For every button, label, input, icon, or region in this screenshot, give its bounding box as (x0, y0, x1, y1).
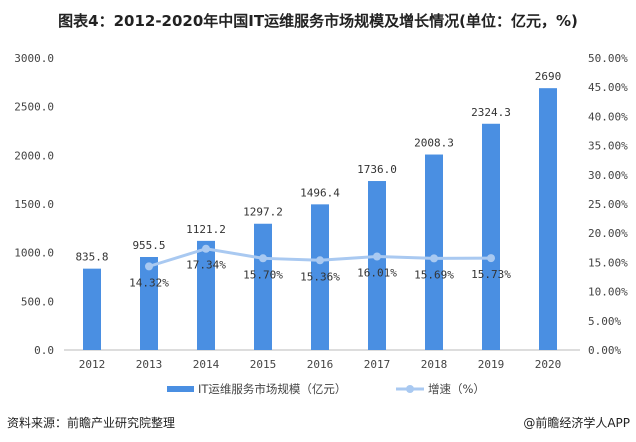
growth-point (202, 244, 210, 253)
right-axis-tick: 20.00% (588, 227, 628, 240)
left-axis-tick: 500.0 (21, 295, 54, 308)
legend-bar-swatch (167, 386, 194, 392)
chart-title: 图表4：2012-2020年中国IT运维服务市场规模及增长情况(单位：亿元，%) (58, 12, 578, 30)
growth-point (145, 262, 153, 271)
growth-data-label: 15.69% (414, 268, 454, 281)
bar (539, 88, 557, 350)
right-axis-tick: 15.00% (588, 256, 628, 269)
bar (482, 123, 500, 351)
bar (254, 223, 272, 350)
growth-data-label: 15.70% (243, 268, 283, 281)
left-axis-tick: 2000.0 (14, 149, 54, 162)
bar-data-label: 835.8 (75, 251, 108, 264)
growth-point (487, 254, 495, 263)
credit: @前瞻经济学人APP (523, 416, 630, 430)
left-axis-tick: 2500.0 (14, 101, 54, 114)
growth-data-label: 16.01% (357, 267, 397, 280)
bar (83, 268, 101, 350)
x-axis-tick: 2017 (364, 358, 391, 371)
right-axis-tick: 35.00% (588, 140, 628, 153)
growth-data-label: 15.73% (471, 268, 511, 281)
legend-line-label: 增速（%） (428, 382, 485, 396)
x-axis-tick: 2012 (79, 358, 106, 371)
legend-bar-label: IT运维服务市场规模（亿元） (198, 382, 346, 396)
growth-data-label: 15.36% (300, 270, 340, 283)
right-axis-tick: 10.00% (588, 286, 628, 299)
left-axis-tick: 1000.0 (14, 247, 54, 260)
growth-point (259, 254, 267, 263)
right-axis-tick: 45.00% (588, 81, 628, 94)
right-axis-tick: 0.00% (588, 344, 621, 357)
growth-point (373, 252, 381, 261)
left-axis-tick: 0.0 (34, 344, 54, 357)
right-axis-tick: 30.00% (588, 169, 628, 182)
x-axis-tick: 2020 (535, 358, 562, 371)
x-axis-tick: 2014 (193, 358, 220, 371)
x-axis-tick: 2016 (307, 358, 334, 371)
bar-data-label: 2690 (535, 70, 562, 83)
bar-data-label: 1736.0 (357, 163, 397, 176)
left-axis-tick: 1500.0 (14, 198, 54, 211)
source-note: 资料来源：前瞻产业研究院整理 (7, 416, 176, 430)
x-axis-tick: 2013 (136, 358, 163, 371)
bar (140, 256, 158, 350)
x-axis-tick: 2018 (421, 358, 448, 371)
right-axis-tick: 50.00% (588, 52, 628, 65)
bar-data-label: 1297.2 (243, 206, 283, 219)
legend-line-marker (406, 385, 414, 393)
growth-point (430, 254, 438, 263)
bar (197, 240, 215, 350)
x-axis-tick: 2019 (478, 358, 505, 371)
x-axis-tick: 2015 (250, 358, 277, 371)
right-axis-tick: 5.00% (588, 315, 621, 328)
bar-data-label: 1496.4 (300, 186, 340, 199)
bar-data-label: 2324.3 (471, 106, 511, 119)
growth-point (316, 256, 324, 265)
bar (368, 181, 386, 350)
bar-data-label: 1121.2 (186, 223, 226, 236)
growth-data-label: 14.32% (129, 276, 169, 289)
growth-data-label: 17.34% (186, 259, 226, 272)
bar-data-label: 955.5 (132, 239, 165, 252)
right-axis-tick: 40.00% (588, 110, 628, 123)
left-axis-tick: 3000.0 (14, 52, 54, 65)
right-axis-tick: 25.00% (588, 198, 628, 211)
bar-data-label: 2008.3 (414, 137, 454, 150)
bar (311, 204, 329, 350)
bar (425, 154, 443, 350)
